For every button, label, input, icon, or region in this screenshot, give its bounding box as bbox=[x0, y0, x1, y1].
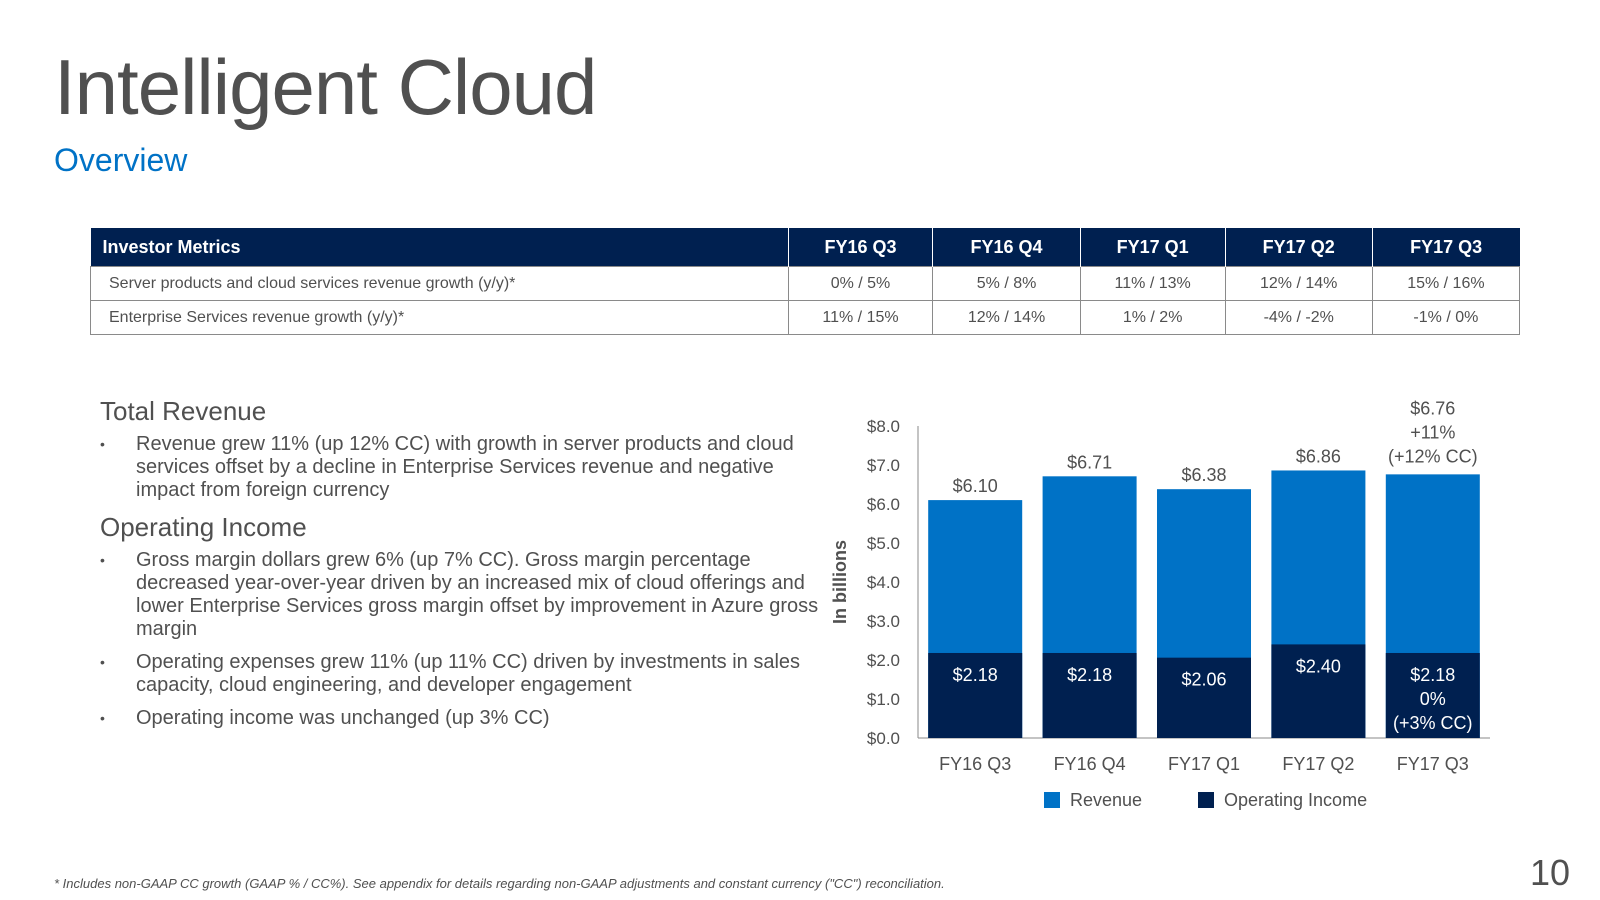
operating-income-data-label: $2.18 bbox=[1410, 665, 1455, 685]
bullet-item: Operating expenses grew 11% (up 11% CC) … bbox=[100, 651, 820, 697]
revenue-data-label: $6.38 bbox=[1181, 465, 1226, 485]
operating-income-cc-growth-label: (+3% CC) bbox=[1393, 713, 1473, 733]
table-header: Investor Metrics bbox=[90, 228, 788, 267]
y-tick-label: $0.0 bbox=[867, 729, 900, 748]
page-number: 10 bbox=[1530, 852, 1571, 893]
revenue-growth-label: +11% bbox=[1410, 422, 1455, 442]
x-tick-label: FY16 Q3 bbox=[939, 754, 1011, 774]
y-tick-label: $2.0 bbox=[867, 651, 900, 670]
table-header: FY16 Q3 bbox=[787, 228, 933, 267]
table-cell: 1% / 2% bbox=[1079, 300, 1226, 335]
investor-metrics-table: Investor Metrics FY16 Q3 FY16 Q4 FY17 Q1… bbox=[90, 228, 1521, 335]
table-row: Server products and cloud services reven… bbox=[90, 266, 1521, 301]
operating-income-bar bbox=[928, 652, 1023, 738]
bullet-item: Revenue grew 11% (up 12% CC) with growth… bbox=[100, 433, 820, 502]
footnote: * Includes non-GAAP CC growth (GAAP % / … bbox=[54, 876, 945, 891]
table-cell: 5% / 8% bbox=[932, 266, 1081, 301]
table-cell: 12% / 14% bbox=[1224, 266, 1373, 301]
y-tick-label: $7.0 bbox=[867, 456, 900, 475]
page-subtitle: Overview bbox=[54, 142, 188, 178]
y-tick-label: $5.0 bbox=[867, 534, 900, 553]
table-header: FY17 Q3 bbox=[1371, 228, 1520, 267]
revenue-heading: Total Revenue bbox=[100, 396, 267, 426]
operating-income-bar bbox=[1385, 652, 1480, 738]
table-cell: 11% / 15% bbox=[787, 300, 934, 335]
y-tick-label: $6.0 bbox=[867, 495, 900, 514]
table-cell: Enterprise Services revenue growth (y/y)… bbox=[90, 300, 789, 335]
bullet-item: Gross margin dollars grew 6% (up 7% CC).… bbox=[100, 549, 820, 641]
revenue-data-label: $6.10 bbox=[953, 476, 998, 496]
table-header: FY16 Q4 bbox=[932, 228, 1081, 267]
legend-label: Revenue bbox=[1070, 790, 1142, 810]
table-cell: 15% / 16% bbox=[1371, 266, 1521, 301]
operating-income-data-label: $2.18 bbox=[953, 665, 998, 685]
legend-label: Operating Income bbox=[1224, 790, 1367, 810]
table-cell: 11% / 13% bbox=[1079, 266, 1226, 301]
legend-swatch bbox=[1198, 792, 1214, 808]
y-tick-label: $1.0 bbox=[867, 690, 900, 709]
page-title: Intelligent Cloud bbox=[54, 43, 597, 131]
legend-swatch bbox=[1044, 792, 1060, 808]
operating-income-heading: Operating Income bbox=[100, 512, 307, 542]
revenue-bullets: Revenue grew 11% (up 12% CC) with growth… bbox=[100, 433, 820, 502]
commentary-panel: Total Revenue Revenue grew 11% (up 12% C… bbox=[100, 396, 820, 740]
operating-income-bar bbox=[1157, 657, 1251, 738]
table-cell: 0% / 5% bbox=[787, 266, 934, 301]
table-cell: -4% / -2% bbox=[1224, 300, 1373, 335]
x-tick-label: FY17 Q2 bbox=[1282, 754, 1354, 774]
x-tick-label: FY16 Q4 bbox=[1054, 754, 1126, 774]
table-row: Enterprise Services revenue growth (y/y)… bbox=[90, 300, 1521, 335]
operating-income-bullets: Gross margin dollars grew 6% (up 7% CC).… bbox=[100, 549, 820, 730]
revenue-data-label: $6.86 bbox=[1296, 446, 1341, 466]
table-cell: Server products and cloud services reven… bbox=[90, 266, 789, 301]
table-cell: -1% / 0% bbox=[1371, 300, 1521, 335]
table-header-row: Investor Metrics FY16 Q3 FY16 Q4 FY17 Q1… bbox=[90, 228, 1520, 267]
operating-income-growth-label: 0% bbox=[1420, 689, 1446, 709]
y-axis-label: In billions bbox=[830, 540, 850, 624]
operating-income-bar bbox=[1271, 644, 1366, 738]
table-header: FY17 Q1 bbox=[1079, 228, 1226, 267]
x-tick-label: FY17 Q3 bbox=[1397, 754, 1469, 774]
y-tick-label: $8.0 bbox=[867, 417, 900, 436]
table-cell: 12% / 14% bbox=[932, 300, 1081, 335]
operating-income-data-label: $2.40 bbox=[1296, 656, 1341, 676]
y-tick-label: $4.0 bbox=[867, 573, 900, 592]
operating-income-data-label: $2.06 bbox=[1181, 670, 1226, 690]
revenue-operating-income-chart: In billions $0.0 $1.0 $2.0 $3.0 $4.0 $5.0 $6.0 $… bbox=[830, 398, 1490, 810]
table-header: FY17 Q2 bbox=[1224, 228, 1373, 267]
operating-income-data-label: $2.18 bbox=[1067, 665, 1112, 685]
revenue-data-label: $6.76 bbox=[1410, 398, 1455, 418]
revenue-data-label: $6.71 bbox=[1067, 452, 1112, 472]
bullet-item: Operating income was unchanged (up 3% CC… bbox=[100, 707, 820, 730]
y-tick-label: $3.0 bbox=[867, 612, 900, 631]
revenue-cc-growth-label: (+12% CC) bbox=[1388, 446, 1478, 466]
operating-income-bar bbox=[1042, 652, 1137, 738]
x-tick-label: FY17 Q1 bbox=[1168, 754, 1240, 774]
